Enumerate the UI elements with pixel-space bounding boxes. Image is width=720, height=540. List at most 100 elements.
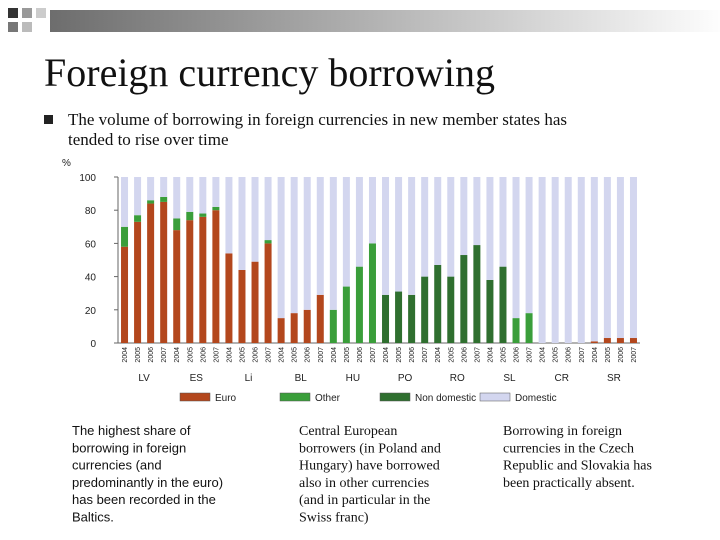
- bar-segment: [121, 226, 129, 247]
- bar-segment: [160, 201, 168, 343]
- x-tick-label: 2005: [239, 347, 246, 363]
- bar-segment: [421, 276, 429, 343]
- group-label: BL: [295, 373, 308, 384]
- bar-segment: [303, 177, 311, 310]
- legend-swatch: [379, 392, 411, 402]
- bar-segment: [264, 177, 272, 241]
- bar-segment: [460, 255, 468, 343]
- bar-segment: [512, 318, 520, 343]
- note-text: currencies (and: [72, 458, 162, 473]
- bar-segment: [342, 177, 350, 287]
- bar-segment: [382, 177, 390, 295]
- bar-segment: [264, 243, 272, 343]
- note-text: (and in particular in the: [299, 493, 430, 508]
- x-tick-label: 2005: [187, 347, 194, 363]
- bar-segment: [355, 177, 363, 267]
- bar-segment: [525, 177, 533, 314]
- bar-segment: [225, 177, 233, 254]
- bar-segment: [225, 253, 233, 343]
- bar-segment: [473, 245, 481, 343]
- bar-segment: [434, 177, 442, 265]
- x-tick-label: 2005: [448, 347, 455, 363]
- bar-segment: [121, 246, 129, 343]
- bar-segment: [173, 177, 181, 219]
- bar-segment: [590, 177, 598, 342]
- bar-segment: [408, 294, 416, 343]
- legend-swatch: [179, 392, 211, 402]
- note-text: Republic and Slovakia has: [503, 459, 652, 474]
- bar-segment: [368, 177, 376, 244]
- bar-segment: [486, 177, 494, 280]
- x-tick-label: 2006: [618, 347, 625, 363]
- y-tick-label: 20: [85, 306, 97, 317]
- x-tick-label: 2006: [305, 347, 312, 363]
- bar-segment: [134, 177, 142, 216]
- bar-segment: [538, 177, 546, 343]
- bullet-text: The volume of borrowing in foreign curre…: [68, 110, 567, 129]
- x-tick-label: 2007: [422, 347, 429, 363]
- x-tick-label: 2006: [200, 347, 207, 363]
- note-text: Borrowing in foreign: [503, 424, 622, 439]
- x-tick-label: 2005: [292, 347, 299, 363]
- x-tick-label: 2007: [161, 347, 168, 363]
- note-text: Swiss franc): [299, 511, 369, 526]
- bar-segment: [186, 220, 194, 343]
- x-tick-label: 2004: [487, 347, 494, 363]
- y-tick-label: 40: [85, 273, 97, 284]
- bar-segment: [277, 177, 285, 319]
- bar-segment: [629, 338, 637, 343]
- bar-segment: [238, 269, 246, 343]
- bar-segment: [199, 213, 207, 217]
- bar-segment: [342, 286, 350, 343]
- bullet-text: tended to rise over time: [68, 130, 229, 149]
- bar-segment: [134, 215, 142, 222]
- x-tick-label: 2006: [409, 347, 416, 363]
- group-label: LV: [138, 373, 150, 384]
- bar-segment: [616, 177, 624, 339]
- x-tick-label: 2004: [592, 347, 599, 363]
- bar-segment: [316, 177, 324, 295]
- bar-segment: [447, 276, 455, 343]
- bar-segment: [251, 261, 259, 343]
- bar-segment: [577, 177, 585, 343]
- bar-segment: [264, 240, 272, 244]
- bar-segment: [160, 177, 168, 197]
- x-tick-label: 2007: [266, 347, 273, 363]
- x-tick-label: 2004: [540, 347, 547, 363]
- bar-segment: [316, 294, 324, 343]
- x-tick-label: 2004: [122, 347, 129, 363]
- x-tick-label: 2004: [226, 347, 233, 363]
- bar-segment: [525, 313, 533, 343]
- x-tick-label: 2006: [148, 347, 155, 363]
- note-text: Central European: [299, 424, 397, 439]
- note-text: borrowing in foreign: [72, 440, 186, 455]
- note-text: has been recorded in the: [72, 492, 216, 507]
- bar-segment: [473, 177, 481, 246]
- deco-square: [36, 8, 46, 18]
- note-text: also in other currencies: [299, 476, 429, 491]
- bar-segment: [160, 196, 168, 202]
- x-tick-label: 2006: [514, 347, 521, 363]
- bar-segment: [499, 177, 507, 267]
- note-text: currencies in the Czech: [503, 441, 634, 456]
- bar-segment: [329, 177, 337, 310]
- x-tick-label: 2007: [631, 347, 638, 363]
- x-tick-label: 2007: [579, 347, 586, 363]
- deco-square: [22, 22, 32, 32]
- notes: The highest share of borrowing in foreign…: [72, 423, 652, 526]
- bar-segment: [212, 206, 220, 211]
- bar-segment: [603, 338, 611, 343]
- bar-segment: [616, 338, 624, 343]
- bar-segment: [186, 177, 194, 212]
- group-label: Li: [245, 373, 253, 384]
- bar-segment: [212, 177, 220, 207]
- bar-segment: [147, 203, 155, 343]
- legend-label: Euro: [215, 393, 237, 404]
- x-tick-label: 2005: [553, 347, 560, 363]
- bar-segment: [460, 177, 468, 256]
- x-tick-label: 2004: [279, 347, 286, 363]
- x-tick-label: 2006: [566, 347, 573, 363]
- note-text: been practically absent.: [503, 476, 635, 491]
- x-tick-label: 2006: [357, 347, 364, 363]
